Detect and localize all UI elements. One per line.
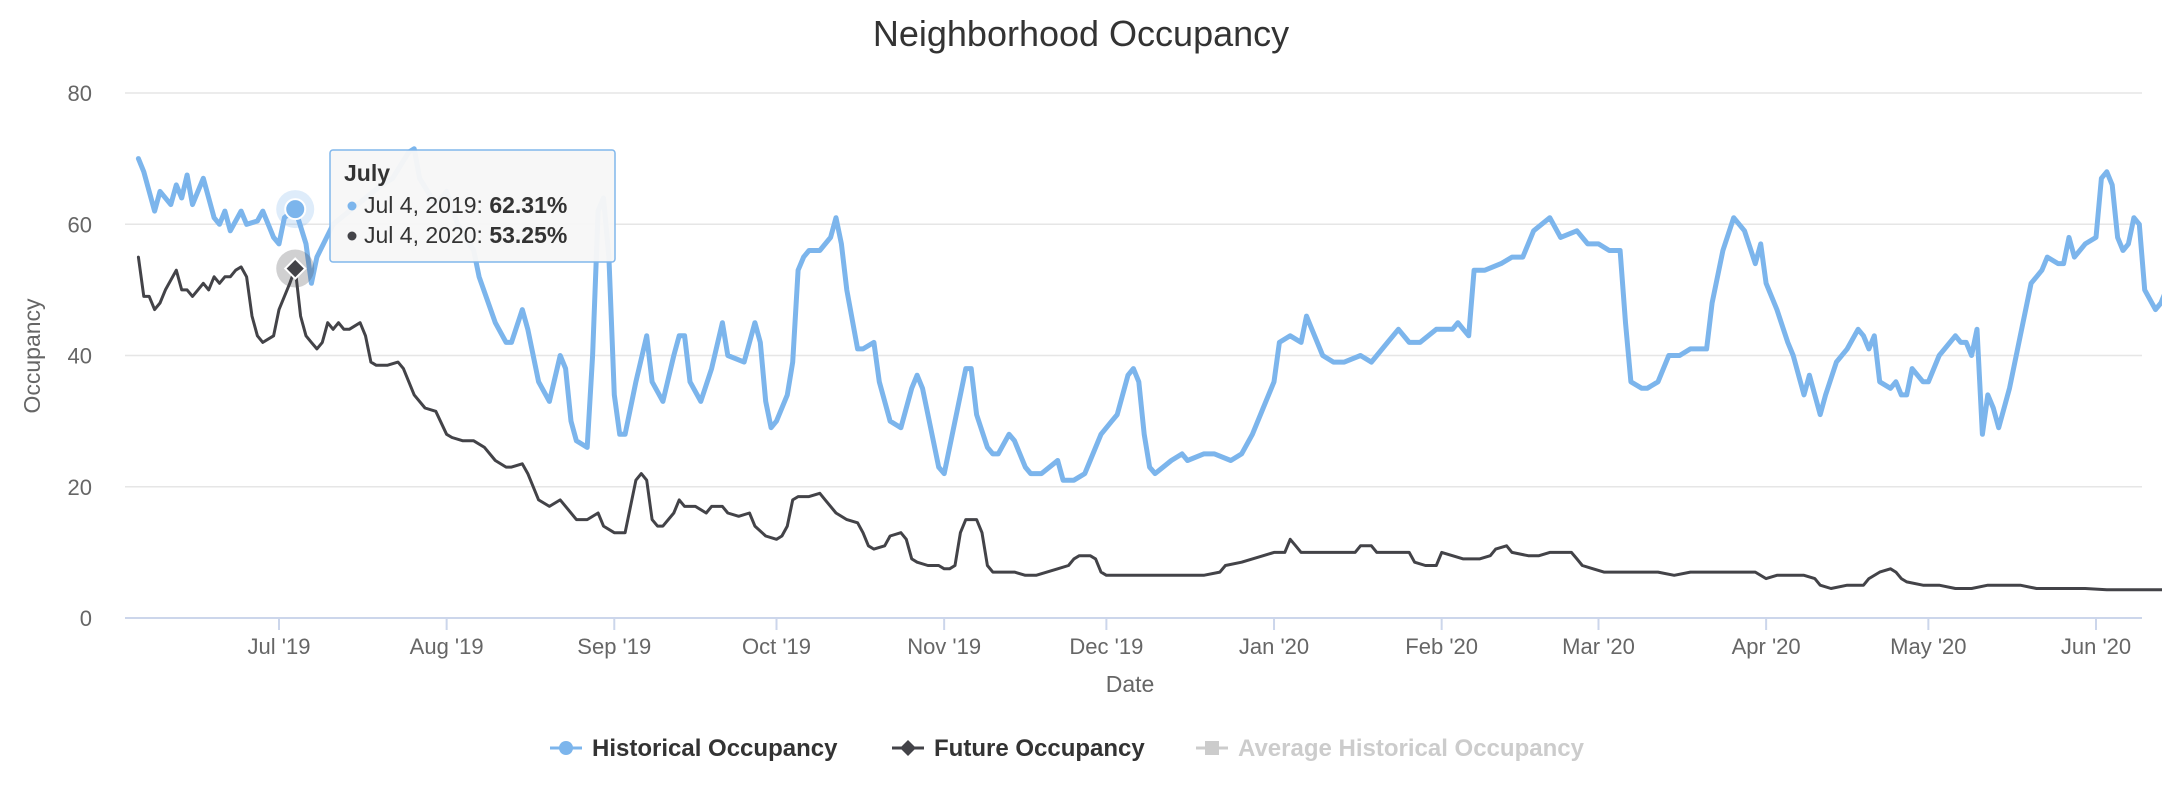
tooltip-row: Jul 4, 2020: 53.25% [364,222,567,248]
legend-label: Average Historical Occupancy [1238,735,1585,762]
y-tick-label: 40 [68,344,92,369]
series-line-historical-occupancy[interactable] [135,146,2162,483]
legend-symbol [900,740,916,756]
tooltip-header: July [344,160,390,186]
x-tick-label: Oct '19 [742,634,811,659]
x-axis-title: Date [1106,671,1155,697]
legend: Historical Occupancy Future Occupancy Aver… [550,735,1585,762]
y-tick-label: 20 [68,475,92,500]
x-axis-ticks: Jul '19 Aug '19 Sep '19 Oct '19 Nov '19 Dec '… [248,618,2131,659]
legend-label: Historical Occupancy [592,735,838,762]
series-lines [135,146,2162,592]
x-tick-label: Mar '20 [1562,634,1635,659]
legend-symbol [1205,741,1219,755]
tooltip-row: Jul 4, 2019: 62.31% [364,192,567,218]
chart-title: Neighborhood Occupancy [873,13,1289,54]
series-line-future-occupancy[interactable] [136,255,2162,592]
x-tick-label: May '20 [1890,634,1966,659]
tooltip-bullet [347,201,357,211]
y-axis-title: Occupancy [19,298,45,414]
legend-symbol [559,741,573,755]
legend-item-historical-occupancy[interactable]: Historical Occupancy [550,735,838,762]
x-tick-label: Dec '19 [1069,634,1143,659]
tooltip-box [329,149,616,263]
legend-item-average-historical-occupancy[interactable]: Average Historical Occupancy [1196,735,1585,762]
y-tick-label: 80 [68,81,92,106]
x-tick-label: Jul '19 [248,634,311,659]
legend-item-future-occupancy[interactable]: Future Occupancy [892,735,1145,762]
x-tick-label: Jan '20 [1239,634,1309,659]
x-tick-label: Apr '20 [1732,634,1801,659]
x-tick-label: Aug '19 [410,634,484,659]
x-tick-label: Nov '19 [907,634,981,659]
future-hover-point[interactable] [283,257,307,280]
tooltip: July Jul 4, 2019: 62.31% Jul 4, 2020: 53.2… [329,149,616,263]
x-tick-label: Feb '20 [1405,634,1478,659]
y-tick-label: 0 [80,606,92,631]
legend-label: Future Occupancy [934,735,1145,762]
x-tick-label: Sep '19 [577,634,651,659]
y-tick-label: 60 [68,212,92,237]
y-axis-ticks: 0 20 40 60 80 [68,81,92,631]
x-tick-label: Jun '20 [2061,634,2131,659]
tooltip-bullet [347,231,357,241]
hover-markers [276,190,315,288]
historical-hover-point[interactable] [284,198,307,221]
